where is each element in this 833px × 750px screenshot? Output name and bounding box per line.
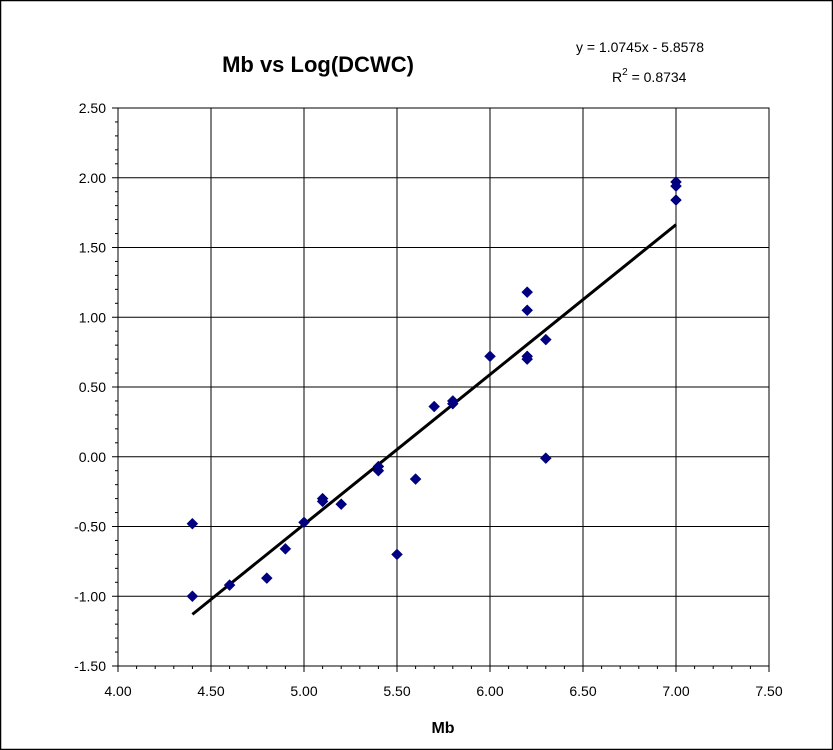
data-point <box>335 498 348 511</box>
data-point <box>298 516 310 529</box>
trendline-group <box>191 223 677 616</box>
regression-equation: y = 1.0745x - 5.8578 <box>576 39 704 55</box>
x-tick-label: 6.50 <box>569 683 596 699</box>
data-point <box>521 353 534 365</box>
data-points <box>186 176 682 603</box>
data-point <box>391 548 403 561</box>
data-point <box>279 542 292 555</box>
data-point <box>316 495 329 508</box>
x-axis-label: Mb <box>431 720 454 737</box>
data-point <box>186 590 199 603</box>
data-point <box>484 350 496 363</box>
data-point <box>539 452 552 464</box>
data-point <box>186 517 199 530</box>
y-tick-label: -0.50 <box>74 519 106 535</box>
r2-value: = 0.8734 <box>628 69 687 85</box>
x-tick-label: 4.00 <box>104 683 131 699</box>
y-tick-label: 1.00 <box>79 309 106 325</box>
data-point <box>539 333 552 346</box>
trendline <box>191 223 677 616</box>
y-tick-labels: -1.50 -1.00 -0.50 0.00 0.50 1.00 1.50 2.00 2.50 <box>74 100 106 674</box>
y-tick-label: 2.50 <box>79 100 106 116</box>
x-tick-label: 4.50 <box>197 683 224 699</box>
data-point <box>521 304 534 317</box>
r2-superscript: 2 <box>622 67 628 78</box>
plot-area-frame <box>117 107 770 667</box>
data-point <box>670 194 682 206</box>
data-point <box>446 397 459 410</box>
data-point <box>372 464 385 477</box>
y-tick-label: 0.00 <box>79 449 106 465</box>
y-tick-label: -1.50 <box>74 658 106 674</box>
r-squared-label: R2 = 0.8734 <box>612 67 687 85</box>
data-point <box>670 180 682 192</box>
data-point <box>521 286 534 298</box>
data-point <box>428 400 441 413</box>
x-tick-labels: 4.00 4.50 5.00 5.50 6.00 6.50 7.00 7.50 <box>104 683 782 699</box>
data-point <box>223 579 236 591</box>
y-tick-label: 0.50 <box>79 379 106 395</box>
x-tick-label: 7.00 <box>662 683 689 699</box>
x-tick-label: 7.50 <box>755 683 782 699</box>
x-tick-label: 5.50 <box>383 683 410 699</box>
r2-prefix: R <box>612 69 622 85</box>
y-tick-label: 1.50 <box>79 240 106 256</box>
x-tick-label: 6.00 <box>476 683 503 699</box>
axes <box>112 107 770 672</box>
x-tick-label: 5.00 <box>290 683 317 699</box>
chart-title: Mb vs Log(DCWC) <box>222 52 414 77</box>
y-tick-label: 2.00 <box>79 170 106 186</box>
y-tick-label: -1.00 <box>74 588 106 604</box>
data-point <box>260 572 273 584</box>
data-point <box>409 473 422 485</box>
